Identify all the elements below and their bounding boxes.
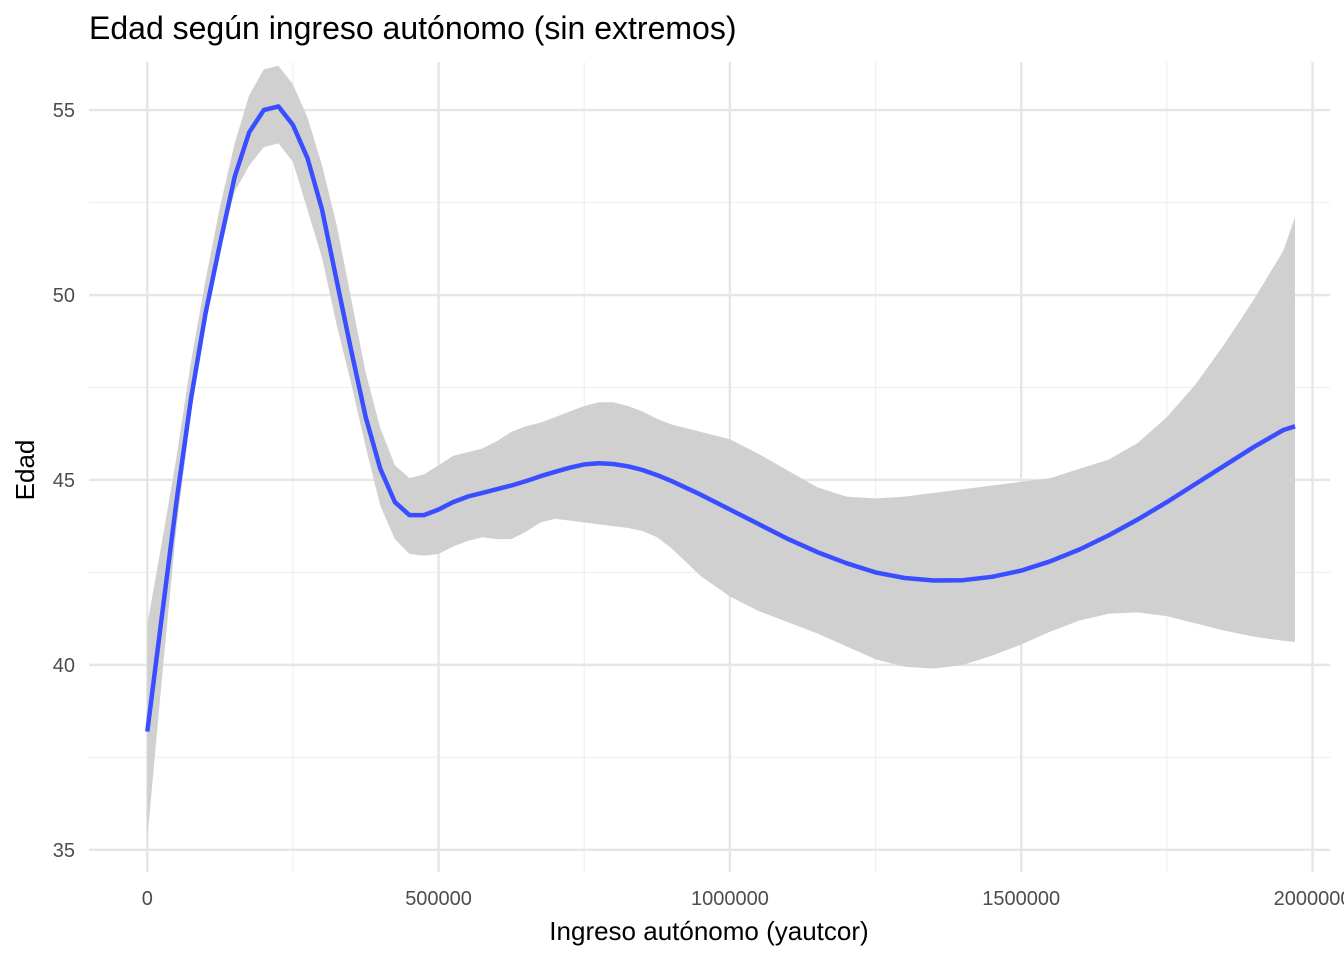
x-tick-label: 1000000 [691, 888, 769, 910]
y-tick-label: 50 [53, 285, 75, 307]
y-tick-label: 55 [53, 100, 75, 122]
confidence-ribbon [147, 65, 1295, 839]
y-axis-title: Edad [10, 440, 40, 501]
y-tick-label: 35 [53, 840, 75, 862]
x-tick-label: 1500000 [982, 888, 1060, 910]
x-tick-label: 500000 [405, 888, 472, 910]
line-layer [145, 104, 1296, 732]
ribbon-layer [147, 65, 1295, 839]
grid-layer [89, 62, 1330, 872]
chart-title: Edad según ingreso autónomo (sin extremo… [89, 10, 736, 46]
x-tick-label: 2000000 [1274, 888, 1344, 910]
y-tick-label: 40 [53, 655, 75, 677]
tick-layer: 0 500000 1000000 1500000 2000000 35 40 45 50 55 [53, 100, 1344, 910]
y-tick-label: 45 [53, 470, 75, 492]
x-axis-title: Ingreso autónomo (yautcor) [549, 916, 868, 946]
smooth-line [145, 104, 1296, 732]
x-tick-label: 0 [142, 888, 153, 910]
